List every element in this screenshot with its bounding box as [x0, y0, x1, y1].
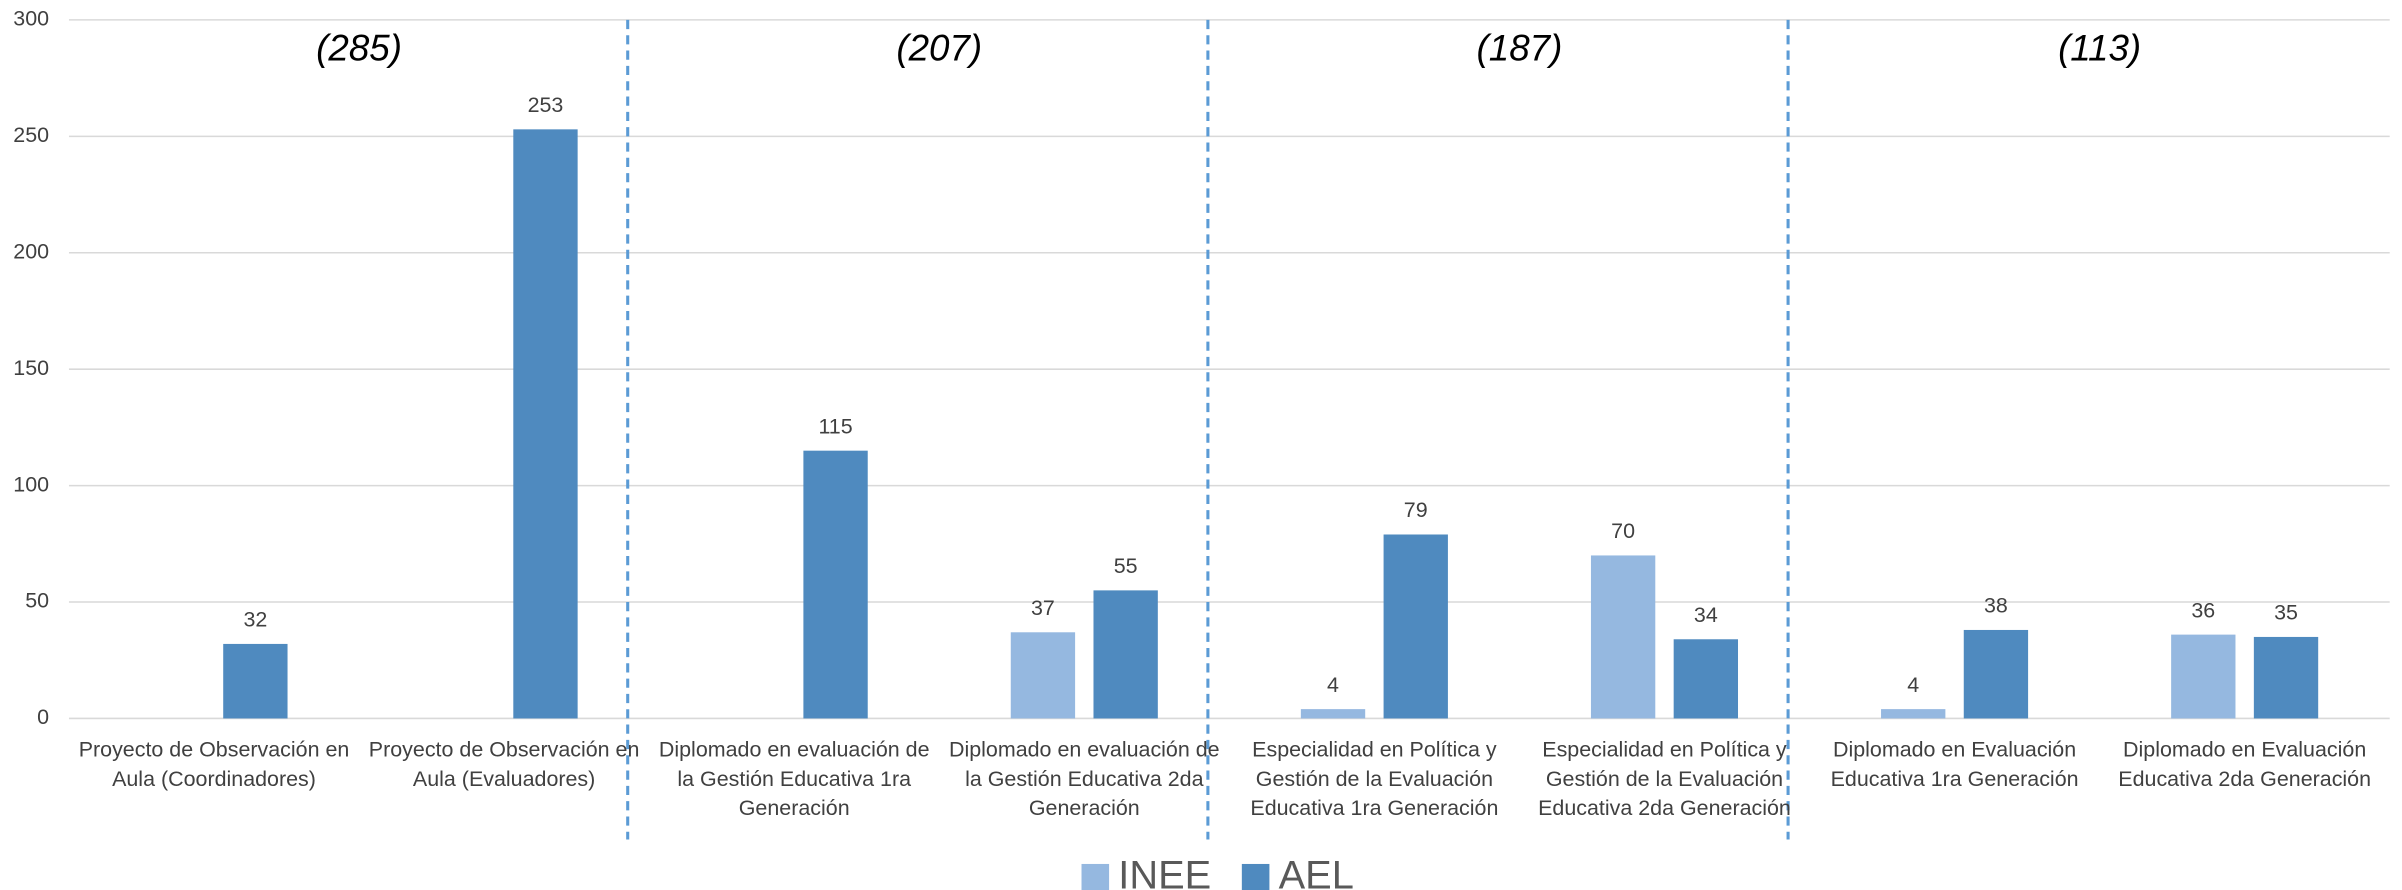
x-tick-label-box: Proyecto de Observación en Aula (Evaluad…	[368, 736, 640, 791]
x-tick-label-box: Especialidad en Política y Gestión de la…	[1250, 736, 1499, 820]
bar	[1881, 709, 1946, 719]
legend-label: AEL	[1279, 853, 1354, 890]
x-tick-label-box: Diplomado en Evaluación Educativa 1ra Ge…	[1830, 736, 2079, 791]
bar	[2253, 636, 2319, 719]
value-label: 37	[1031, 596, 1055, 620]
bar	[2171, 634, 2236, 719]
x-tick-label-box: Especialidad en Política y Gestión de la…	[1538, 736, 1791, 820]
bar	[1673, 639, 1739, 719]
x-tick-label-box: Diplomado en evaluación de la Gestión Ed…	[658, 736, 930, 820]
x-tick-label-box: Diplomado en Evaluación Educativa 2da Ge…	[2118, 736, 2372, 791]
bar	[1590, 555, 1656, 719]
y-tick-label: 0	[37, 705, 49, 729]
value-label: 32	[243, 608, 267, 632]
value-label: 4	[1327, 673, 1339, 697]
x-tick-label: Diplomado en Evaluación Educativa 2da Ge…	[2118, 736, 2372, 791]
group-total: (207)	[896, 27, 982, 68]
legend-label: INEE	[1118, 853, 1211, 890]
y-tick-label: 150	[13, 356, 49, 380]
x-tick-label: Diplomado en Evaluación Educativa 1ra Ge…	[1830, 736, 2079, 791]
value-label: 115	[818, 414, 852, 438]
legend-swatch	[1081, 863, 1110, 890]
x-tick-label-box: Proyecto de Observación en Aula (Coordin…	[78, 736, 350, 791]
y-tick-label: 300	[13, 7, 49, 31]
value-label: 4	[1907, 673, 1919, 697]
legend-swatch	[1241, 863, 1270, 890]
group-total: (285)	[316, 27, 402, 68]
y-tick-label: 200	[13, 239, 49, 263]
y-tick-label: 250	[13, 123, 49, 147]
y-tick-label: 100	[13, 472, 49, 496]
x-tick-label: Diplomado en evaluación de la Gestión Ed…	[658, 736, 930, 820]
value-label: 79	[1404, 498, 1428, 522]
x-tick-label: Diplomado en evaluación de la Gestión Ed…	[948, 736, 1220, 820]
value-label: 55	[1114, 554, 1138, 578]
bar	[223, 643, 288, 719]
value-label: 35	[2274, 601, 2298, 625]
value-label: 36	[2191, 598, 2215, 622]
group-total: (187)	[1477, 27, 1563, 68]
bar	[1300, 709, 1366, 719]
x-tick-label: Especialidad en Política y Gestión de la…	[1538, 736, 1791, 820]
value-label: 34	[1694, 603, 1718, 627]
bar	[1963, 629, 2029, 719]
x-tick-label: Especialidad en Política y Gestión de la…	[1250, 736, 1499, 820]
y-tick-label: 50	[25, 589, 49, 613]
bar	[1383, 534, 1448, 719]
value-label: 70	[1611, 519, 1635, 543]
bar	[513, 129, 578, 719]
bar	[1093, 590, 1158, 719]
x-tick-label: Proyecto de Observación en Aula (Coordin…	[78, 736, 350, 791]
bar	[803, 450, 868, 719]
value-label: 38	[1984, 594, 2008, 618]
x-tick-label: Proyecto de Observación en Aula (Evaluad…	[368, 736, 640, 791]
value-label: 253	[528, 93, 564, 117]
group-total: (113)	[2058, 27, 2141, 68]
bar	[1010, 632, 1076, 719]
x-tick-label-box: Diplomado en evaluación de la Gestión Ed…	[948, 736, 1220, 820]
